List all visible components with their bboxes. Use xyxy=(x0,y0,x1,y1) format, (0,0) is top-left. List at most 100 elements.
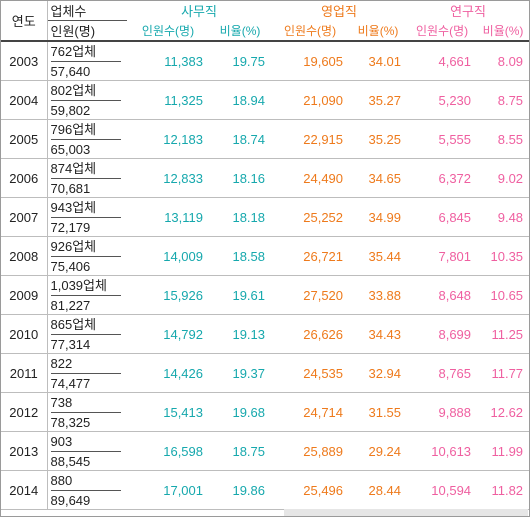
company-employee-cell: 802업체 59,802 xyxy=(47,80,127,120)
research-ratio-cell: 10.35 xyxy=(477,236,530,276)
research-count-cell: 5,555 xyxy=(407,119,478,159)
header-year: 연도 xyxy=(1,1,48,42)
companies-value: 926업체 xyxy=(50,237,121,257)
header-research-ratio: 비율(%) xyxy=(477,20,530,42)
research-count-cell: 6,845 xyxy=(407,197,478,237)
company-employee-cell: 903 88,545 xyxy=(47,431,127,471)
office-count-cell: 13,119 xyxy=(127,197,209,237)
research-count-cell: 9,888 xyxy=(407,392,478,432)
table-row: 2004 802업체 59,802 11,325 18.94 21,090 35.27 5,2… xyxy=(1,80,530,120)
sales-ratio-cell: 34.99 xyxy=(349,197,408,237)
office-count-cell: 14,426 xyxy=(127,353,209,393)
research-ratio-cell: 8.09 xyxy=(477,41,530,81)
research-ratio-cell: 11.99 xyxy=(477,431,530,471)
companies-value: 738 xyxy=(50,393,121,413)
office-ratio-cell: 18.18 xyxy=(209,197,272,237)
sales-count-cell: 25,496 xyxy=(271,470,350,510)
research-ratio-cell: 11.77 xyxy=(477,353,530,393)
office-ratio-cell: 19.61 xyxy=(209,275,272,315)
office-ratio-cell: 18.74 xyxy=(209,119,272,159)
header-office-count: 인원수(명) xyxy=(127,20,209,42)
research-ratio-cell: 9.02 xyxy=(477,158,530,198)
sales-ratio-cell: 35.25 xyxy=(349,119,408,159)
employees-value: 74,477 xyxy=(50,376,91,391)
companies-value: 880 xyxy=(50,471,121,491)
year-cell: 2005 xyxy=(1,119,48,159)
year-cell: 2008 xyxy=(1,236,48,276)
research-count-cell: 5,230 xyxy=(407,80,478,120)
year-cell: 2013 xyxy=(1,431,48,471)
companies-value: 762업체 xyxy=(50,42,121,62)
office-count-cell: 16,598 xyxy=(127,431,209,471)
office-count-cell: 15,413 xyxy=(127,392,209,432)
sales-count-cell: 26,626 xyxy=(271,314,350,354)
sales-count-cell: 26,721 xyxy=(271,236,350,276)
office-ratio-cell: 19.13 xyxy=(209,314,272,354)
year-cell: 2011 xyxy=(1,353,48,393)
year-cell: 2010 xyxy=(1,314,48,354)
research-count-cell: 10,594 xyxy=(407,470,478,510)
header-companies: 업체수 xyxy=(47,1,127,21)
office-count-cell: 11,383 xyxy=(127,41,209,81)
sales-count-cell: 22,915 xyxy=(271,119,350,159)
table-row: 2013 903 88,545 16,598 18.75 25,889 29.24 10,61… xyxy=(1,431,530,471)
office-count-cell: 11,325 xyxy=(127,80,209,120)
sales-ratio-cell: 28.44 xyxy=(349,470,408,510)
sales-ratio-cell: 34.01 xyxy=(349,41,408,81)
companies-value: 802업체 xyxy=(50,81,121,101)
sales-count-cell: 24,490 xyxy=(271,158,350,198)
table-row: 2005 796업체 65,003 12,183 18.74 22,915 35.25 5,5… xyxy=(1,119,530,159)
research-count-cell: 8,648 xyxy=(407,275,478,315)
office-ratio-cell: 19.86 xyxy=(209,470,272,510)
office-ratio-cell: 19.75 xyxy=(209,41,272,81)
office-count-cell: 14,792 xyxy=(127,314,209,354)
company-employee-cell: 943업체 72,179 xyxy=(47,197,127,237)
table-body: 2003 762업체 57,640 11,383 19.75 19,605 34.01 4,6… xyxy=(1,41,530,510)
employees-value: 65,003 xyxy=(50,142,91,157)
company-employee-cell: 865업체 77,314 xyxy=(47,314,127,354)
sales-ratio-cell: 32.94 xyxy=(349,353,408,393)
header-sales: 영업직 xyxy=(321,4,357,20)
year-cell: 2009 xyxy=(1,275,48,315)
sales-ratio-cell: 35.27 xyxy=(349,80,408,120)
research-ratio-cell: 12.62 xyxy=(477,392,530,432)
header-sales-ratio: 비율(%) xyxy=(349,20,408,42)
sales-count-cell: 19,605 xyxy=(271,41,350,81)
research-ratio-cell: 11.25 xyxy=(477,314,530,354)
company-employee-cell: 1,039업체 81,227 xyxy=(47,275,127,315)
table-row: 2006 874업체 70,681 12,833 18.16 24,490 34.65 6,3… xyxy=(1,158,530,198)
office-ratio-cell: 18.58 xyxy=(209,236,272,276)
companies-value: 1,039업체 xyxy=(50,276,121,296)
sales-count-cell: 25,252 xyxy=(271,197,350,237)
research-count-cell: 8,699 xyxy=(407,314,478,354)
office-count-cell: 17,001 xyxy=(127,470,209,510)
employees-value: 59,802 xyxy=(50,103,91,118)
year-cell: 2014 xyxy=(1,470,48,510)
table-row: 2003 762업체 57,640 11,383 19.75 19,605 34.01 4,6… xyxy=(1,41,530,81)
office-ratio-cell: 18.16 xyxy=(209,158,272,198)
table-row: 2009 1,039업체 81,227 15,926 19.61 27,520 33.88 8… xyxy=(1,275,530,315)
research-count-cell: 8,765 xyxy=(407,353,478,393)
company-employee-cell: 762업체 57,640 xyxy=(47,41,127,81)
employees-value: 88,545 xyxy=(50,454,91,469)
year-cell: 2007 xyxy=(1,197,48,237)
year-cell: 2004 xyxy=(1,80,48,120)
bottom-strip xyxy=(284,509,528,516)
office-count-cell: 14,009 xyxy=(127,236,209,276)
header-office-ratio: 비율(%) xyxy=(209,20,272,42)
research-count-cell: 7,801 xyxy=(407,236,478,276)
employees-value: 78,325 xyxy=(50,415,91,430)
employees-value: 72,179 xyxy=(50,220,91,235)
header-research: 연구직 xyxy=(450,4,486,20)
office-count-cell: 12,183 xyxy=(127,119,209,159)
year-cell: 2012 xyxy=(1,392,48,432)
sales-count-cell: 24,714 xyxy=(271,392,350,432)
research-ratio-cell: 8.55 xyxy=(477,119,530,159)
company-employee-cell: 926업체 75,406 xyxy=(47,236,127,276)
sales-ratio-cell: 34.43 xyxy=(349,314,408,354)
employees-value: 75,406 xyxy=(50,259,91,274)
employees-value: 89,649 xyxy=(50,493,91,508)
table-row: 2012 738 78,325 15,413 19.68 24,714 31.55 9,888… xyxy=(1,392,530,432)
company-employee-cell: 880 89,649 xyxy=(47,470,127,510)
